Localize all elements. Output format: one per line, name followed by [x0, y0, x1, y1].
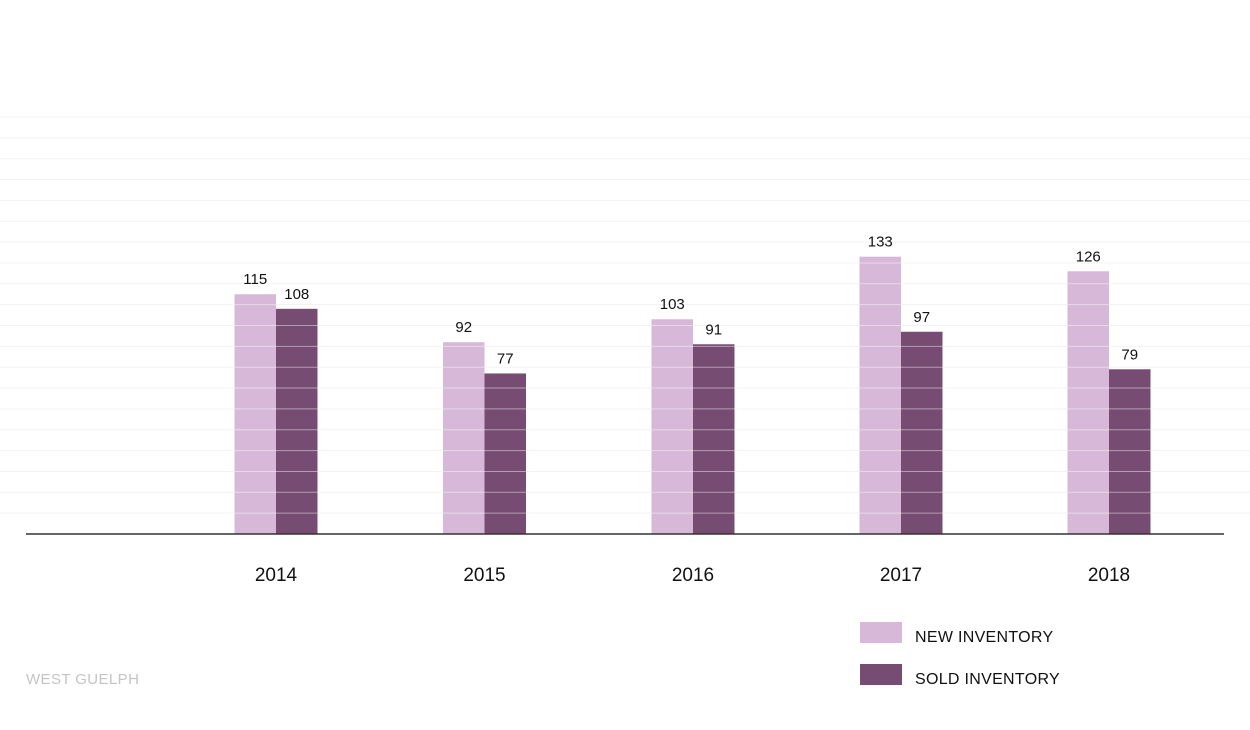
- data-label-sold-inventory-2014: 108: [284, 286, 309, 303]
- data-label-sold-inventory-2017: 97: [913, 309, 930, 326]
- bar-new-inventory-2016: [651, 319, 693, 534]
- bar-sold-inventory-2017: [901, 331, 943, 534]
- gridlines: [0, 116, 1250, 514]
- bar-new-inventory-2014: [234, 294, 276, 534]
- bar-sold-inventory-2018: [1109, 369, 1151, 534]
- legend-swatch-new-inventory: [860, 622, 902, 643]
- data-label-new-inventory-2015: 92: [455, 319, 472, 336]
- x-tick-label-2016: 2016: [672, 565, 714, 586]
- legend-label-new-inventory: NEW INVENTORY: [915, 629, 1053, 646]
- bar-sold-inventory-2014: [276, 308, 318, 534]
- bar-new-inventory-2017: [859, 256, 901, 534]
- x-tick-label-2014: 2014: [255, 565, 298, 586]
- bar-sold-inventory-2015: [484, 373, 526, 534]
- legend-swatch-sold-inventory: [860, 664, 902, 685]
- region-label: WEST GUELPH: [26, 671, 139, 688]
- bar-gridlines: [234, 262, 1151, 514]
- bar-sold-inventory-2016: [693, 344, 735, 534]
- legend-label-sold-inventory: SOLD INVENTORY: [915, 671, 1060, 688]
- bar-new-inventory-2015: [443, 342, 485, 534]
- data-labels: 115 108 92 77 103 91 133 97 126 79: [243, 234, 1138, 368]
- bar-new-inventory-2018: [1067, 271, 1109, 534]
- x-tick-label-2017: 2017: [880, 565, 922, 586]
- data-label-new-inventory-2016: 103: [660, 296, 685, 313]
- data-label-new-inventory-2018: 126: [1076, 248, 1101, 265]
- data-label-sold-inventory-2016: 91: [705, 321, 722, 338]
- data-label-new-inventory-2014: 115: [243, 271, 267, 288]
- x-tick-label-2018: 2018: [1088, 565, 1130, 586]
- x-tick-labels: 2014 2015 2016 2017 2018: [255, 565, 1130, 586]
- data-label-sold-inventory-2015: 77: [497, 350, 514, 367]
- data-label-new-inventory-2017: 133: [868, 234, 893, 251]
- x-tick-label-2015: 2015: [463, 565, 505, 586]
- legend: NEW INVENTORY SOLD INVENTORY: [860, 622, 1060, 688]
- data-label-sold-inventory-2018: 79: [1121, 346, 1138, 363]
- bars: [234, 256, 1151, 534]
